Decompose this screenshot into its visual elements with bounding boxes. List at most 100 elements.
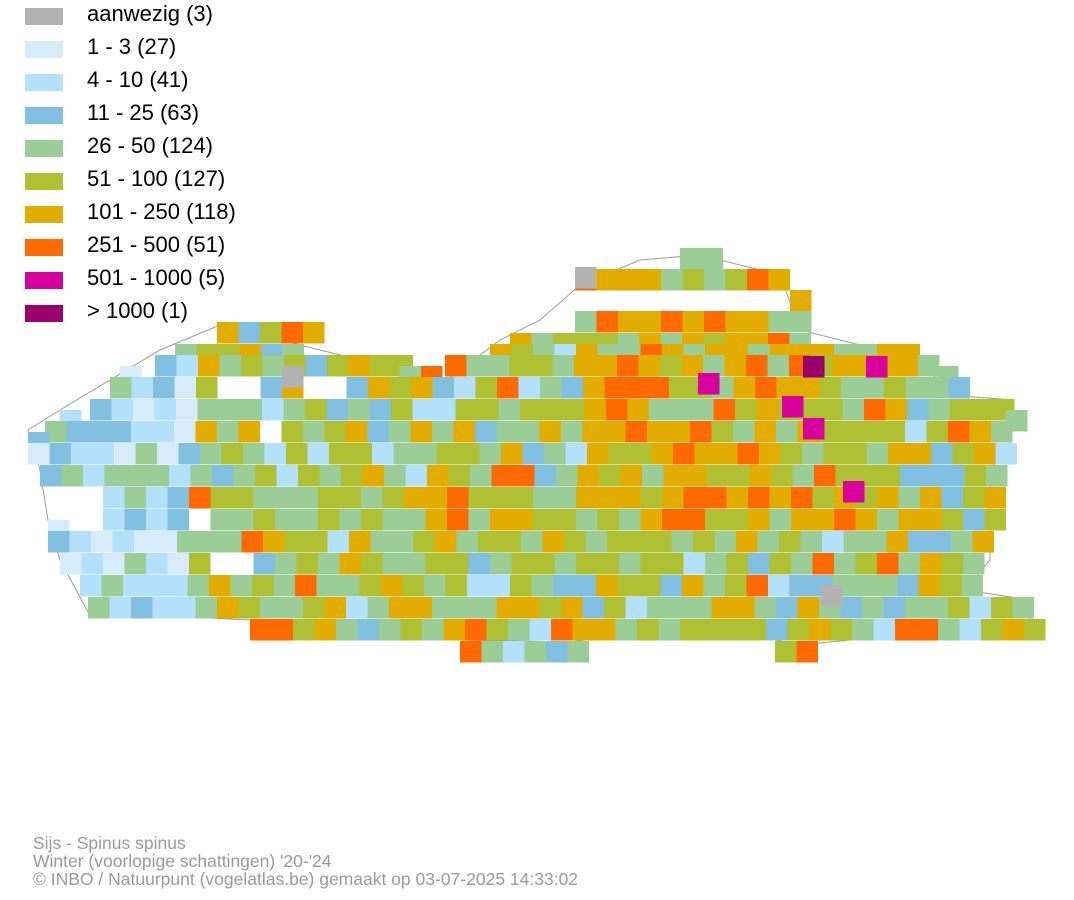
grid-cell	[475, 597, 497, 619]
grid-cell	[596, 311, 618, 333]
grid-cell	[630, 443, 652, 465]
grid-cell	[780, 443, 802, 465]
grid-cell	[232, 509, 254, 531]
grid-cell	[663, 465, 685, 487]
grid-cell	[104, 465, 126, 487]
grid-cell	[491, 465, 513, 487]
grid-cell	[111, 399, 133, 421]
grid-cell	[705, 553, 727, 575]
grid-cell	[748, 553, 770, 575]
grid-cell	[195, 421, 217, 443]
grid-cell	[296, 553, 318, 575]
grid-cell	[348, 399, 370, 421]
grid-cell	[639, 269, 661, 291]
grid-cell	[157, 443, 179, 465]
grid-cell	[546, 641, 568, 663]
grid-cell	[819, 377, 841, 399]
grid-cell	[948, 377, 970, 399]
grid-cell	[327, 531, 349, 553]
grid-cell	[706, 465, 728, 487]
grid-cell	[286, 443, 308, 465]
grid-cell	[701, 619, 723, 641]
grid-cell	[152, 597, 174, 619]
grid-cell	[81, 553, 103, 575]
grid-cell	[737, 443, 759, 465]
grid-cell	[647, 421, 669, 443]
grid-cell	[779, 531, 801, 553]
grid-cell	[405, 465, 427, 487]
grid-cell	[812, 487, 834, 509]
grid-cell	[508, 619, 530, 641]
grid-cell	[80, 575, 102, 597]
grid-cell	[554, 553, 576, 575]
grid-cell	[618, 269, 640, 291]
grid-cell	[552, 355, 574, 377]
grid-cell	[155, 531, 177, 553]
grid-cell	[217, 421, 239, 443]
grid-cell	[725, 311, 747, 333]
grid-cell	[61, 465, 83, 487]
grid-cell	[840, 421, 862, 443]
grid-cell	[918, 575, 940, 597]
legend-label: > 1000 (1)	[87, 298, 188, 323]
grid-cell	[682, 269, 704, 291]
grid-cell	[540, 377, 562, 399]
grid-cell	[49, 443, 71, 465]
grid-cell	[736, 531, 758, 553]
grid-cell	[926, 597, 948, 619]
grid-cell	[518, 421, 540, 443]
grid-cell	[991, 421, 1013, 443]
grid-cell	[608, 443, 630, 465]
grid-cell	[531, 575, 553, 597]
grid-cell	[217, 322, 239, 344]
legend-label: 501 - 1000 (5)	[87, 265, 226, 290]
grid-cell	[511, 553, 533, 575]
grid-cell	[551, 619, 573, 641]
legend-item: 4 - 10 (41)	[25, 67, 345, 102]
legend-item: aanwezig (3)	[25, 1, 345, 36]
grid-cell	[92, 443, 114, 465]
legend-swatch	[25, 173, 63, 190]
grid-cell	[669, 377, 691, 399]
grid-cell	[713, 399, 735, 421]
grid-cell	[660, 355, 682, 377]
grid-cell	[680, 248, 702, 270]
grid-cell	[486, 619, 508, 641]
grid-cell	[984, 487, 1006, 509]
grid-cell	[90, 399, 112, 421]
grid-cell	[475, 377, 497, 399]
grid-cell	[626, 377, 648, 399]
grid-cell	[920, 487, 942, 509]
grid-cell	[303, 322, 325, 344]
grid-cell	[303, 421, 325, 443]
grid-cell	[348, 355, 370, 377]
grid-cell	[898, 553, 920, 575]
grid-cell	[124, 509, 146, 531]
grid-cell	[252, 575, 274, 597]
grid-cell	[454, 377, 476, 399]
grid-cell	[496, 421, 518, 443]
grid-cell	[574, 355, 596, 377]
grid-cell	[572, 619, 594, 641]
grid-cell	[253, 487, 275, 509]
grid-cell	[814, 465, 836, 487]
grid-cell	[878, 465, 900, 487]
grid-cell	[694, 443, 716, 465]
grid-cell	[823, 443, 845, 465]
grid-cell	[306, 531, 328, 553]
grid-cell	[916, 619, 938, 641]
grid-cell	[754, 421, 776, 443]
grid-cell	[692, 399, 714, 421]
grid-cell	[166, 575, 188, 597]
grid-cell	[40, 465, 62, 487]
grid-cell	[253, 509, 275, 531]
grid-cell	[607, 531, 629, 553]
grid-cell	[704, 269, 726, 291]
grid-cell	[952, 443, 974, 465]
grid-cell	[791, 553, 813, 575]
grid-cell	[986, 465, 1008, 487]
grid-cell	[238, 421, 260, 443]
grid-cell	[475, 421, 497, 443]
grid-cell	[531, 355, 553, 377]
grid-cell	[250, 619, 272, 641]
